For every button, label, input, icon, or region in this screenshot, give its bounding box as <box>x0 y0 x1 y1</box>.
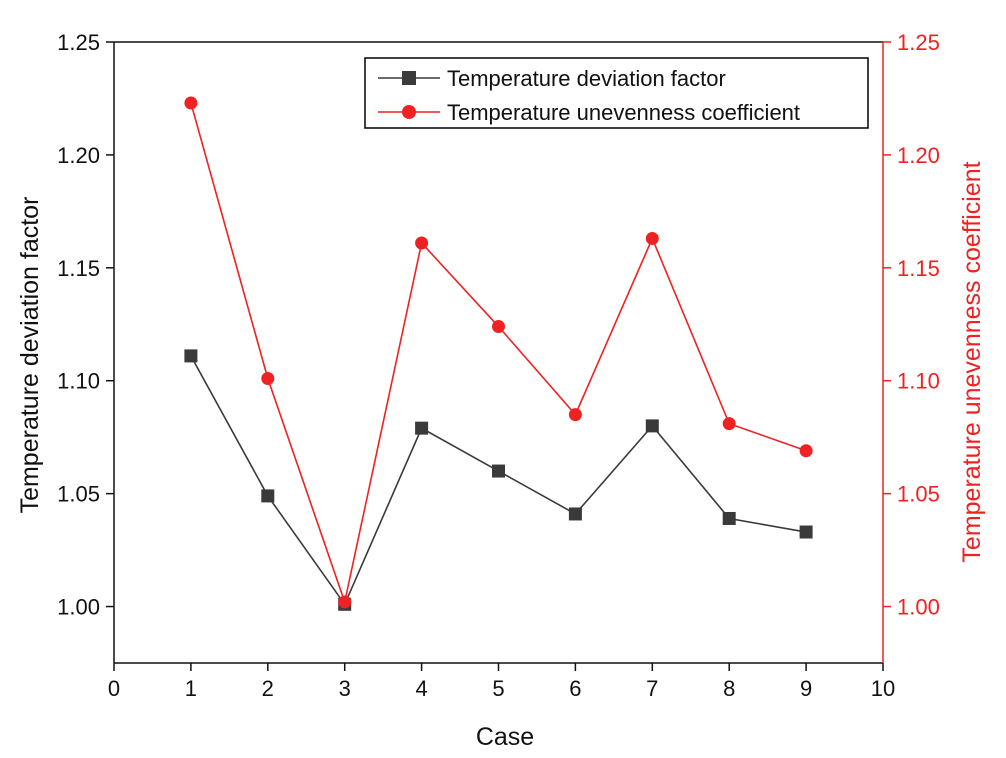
y-axis-right: 1.00 1.05 1.10 1.15 1.20 1.25 <box>883 30 940 620</box>
data-point-square <box>415 421 429 435</box>
y-left-tick-label: 1.10 <box>57 369 100 394</box>
data-point-square <box>722 511 736 525</box>
y-right-tick-label: 1.00 <box>897 595 940 620</box>
y-right-tick-label: 1.25 <box>897 30 940 55</box>
legend-box <box>364 57 869 129</box>
x-tick-label: 4 <box>415 676 427 701</box>
x-tick-label: 0 <box>108 676 120 701</box>
data-point-circle <box>415 236 429 250</box>
legend-label-unevenness: Temperature unevenness coefficient <box>447 100 800 125</box>
data-point-square <box>261 489 275 503</box>
x-axis: 0 1 2 3 4 5 6 7 8 9 10 <box>108 663 895 701</box>
data-point-square <box>184 349 198 363</box>
legend-label-deviation: Temperature deviation factor <box>447 66 726 91</box>
y-left-tick-label: 1.20 <box>57 143 100 168</box>
data-point-circle <box>492 320 505 334</box>
y-left-tick-label: 1.05 <box>57 482 100 507</box>
series-line-0 <box>190 355 807 606</box>
data-point-circle <box>799 444 813 458</box>
y-axis-right-title: Temperature unevenness coefficient <box>958 161 986 562</box>
data-point-circle <box>568 408 582 422</box>
y-right-tick-label: 1.10 <box>897 369 940 394</box>
x-tick-label: 10 <box>871 676 895 701</box>
series-line-1 <box>190 102 807 606</box>
y-right-tick-label: 1.15 <box>897 256 940 281</box>
x-tick-label: 7 <box>646 676 658 701</box>
y-axis-left: 1.00 1.05 1.10 1.15 1.20 1.25 <box>57 30 114 620</box>
y-left-tick-label: 1.25 <box>57 30 100 55</box>
data-point-square <box>492 464 505 478</box>
x-tick-label: 5 <box>492 676 504 701</box>
data-point-square <box>568 507 582 521</box>
data-point-circle <box>338 595 352 609</box>
plot-area <box>113 41 884 664</box>
x-tick-label: 9 <box>800 676 812 701</box>
y-left-tick-label: 1.00 <box>57 595 100 620</box>
legend-marker-square <box>402 71 416 85</box>
legend: Temperature deviation factor Temperature… <box>364 57 869 129</box>
x-tick-label: 6 <box>569 676 581 701</box>
series-layer <box>184 96 813 611</box>
y-right-tick-label: 1.05 <box>897 482 940 507</box>
x-axis-title: Case <box>476 723 534 751</box>
y-axis-left-title: Temperature deviation factor <box>16 197 44 514</box>
data-point-circle <box>261 371 275 385</box>
legend-marker-circle <box>402 105 416 119</box>
y-left-tick-label: 1.15 <box>57 256 100 281</box>
x-tick-label: 3 <box>339 676 351 701</box>
x-tick-label: 2 <box>262 676 274 701</box>
x-tick-label: 8 <box>723 676 735 701</box>
x-tick-label: 1 <box>185 676 197 701</box>
data-point-circle <box>722 417 736 431</box>
data-point-circle <box>645 231 659 245</box>
y-right-tick-label: 1.20 <box>897 143 940 168</box>
data-point-circle <box>184 96 198 110</box>
data-point-square <box>799 525 813 539</box>
data-point-square <box>645 419 659 433</box>
